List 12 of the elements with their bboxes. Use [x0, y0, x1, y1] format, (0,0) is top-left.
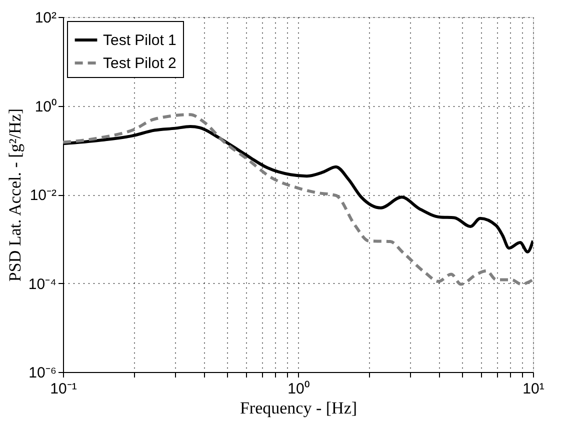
- x-tick-label: 10⁻¹: [50, 380, 77, 398]
- y-tick-label: 10⁰: [34, 98, 56, 116]
- y-tick-label: 10⁻⁴: [28, 276, 56, 293]
- y-tick-label: 10⁻⁶: [28, 364, 56, 382]
- x-tick-label: 10⁰: [288, 380, 310, 398]
- y-axis-title: PSD Lat. Accel. - [g²/Hz]: [5, 108, 24, 282]
- legend-label: Test Pilot 1: [103, 32, 176, 49]
- y-tick-label: 10²: [34, 10, 56, 26]
- x-tick-label: 10¹: [522, 380, 544, 398]
- x-axis-title: Frequency - [Hz]: [240, 398, 358, 418]
- legend-label: Test Pilot 2: [103, 55, 176, 72]
- y-tick-label: 10⁻²: [30, 187, 56, 204]
